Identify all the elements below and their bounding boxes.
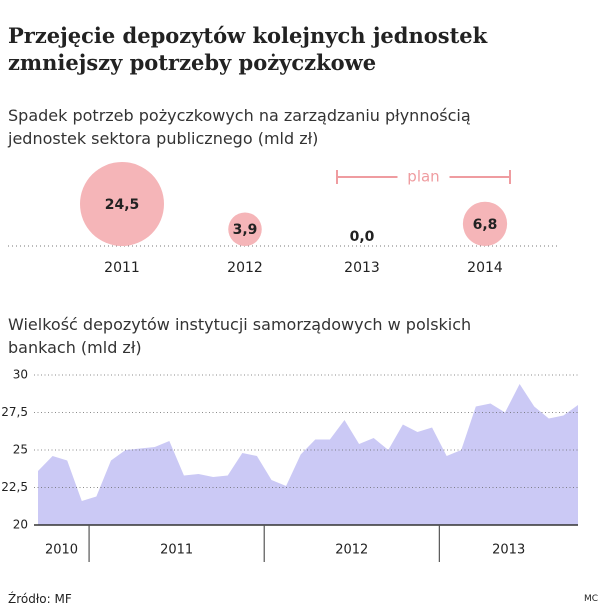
bubble	[462, 201, 508, 246]
bubble	[80, 162, 164, 246]
x-group-label: 2011	[160, 543, 193, 558]
y-tick-label: 27,5	[1, 405, 28, 419]
x-tick-label: 2013	[344, 260, 380, 276]
x-tick-label: 2014	[467, 260, 503, 276]
value-label: 6,8	[473, 217, 498, 233]
y-tick-label: 22,5	[1, 480, 28, 494]
value-label: 24,5	[105, 197, 140, 213]
annotation: plan	[407, 168, 439, 186]
credit: MC	[584, 594, 599, 604]
x-group-label: 2010	[45, 543, 78, 558]
chart-title: Wielkość depozytów instytucji samorządow…	[8, 315, 472, 357]
chart-title: Spadek potrzeb pożyczkowych na zarządzan…	[8, 106, 471, 148]
x-group-label: 2012	[335, 543, 368, 558]
x-group-label: 2013	[492, 543, 525, 558]
title: Przejęcie depozytów kolejnych jednostek …	[8, 23, 488, 75]
y-tick-label: 30	[13, 368, 28, 382]
x-tick-label: 2012	[227, 260, 263, 276]
y-tick-label: 25	[13, 443, 28, 457]
area	[38, 384, 578, 525]
value-label: 3,9	[233, 222, 258, 238]
y-tick-label: 20	[13, 518, 28, 532]
source: Źródło: MF	[8, 592, 72, 606]
x-tick-label: 2011	[104, 260, 140, 276]
value-label: 0,0	[350, 229, 375, 245]
bubble	[228, 212, 262, 246]
